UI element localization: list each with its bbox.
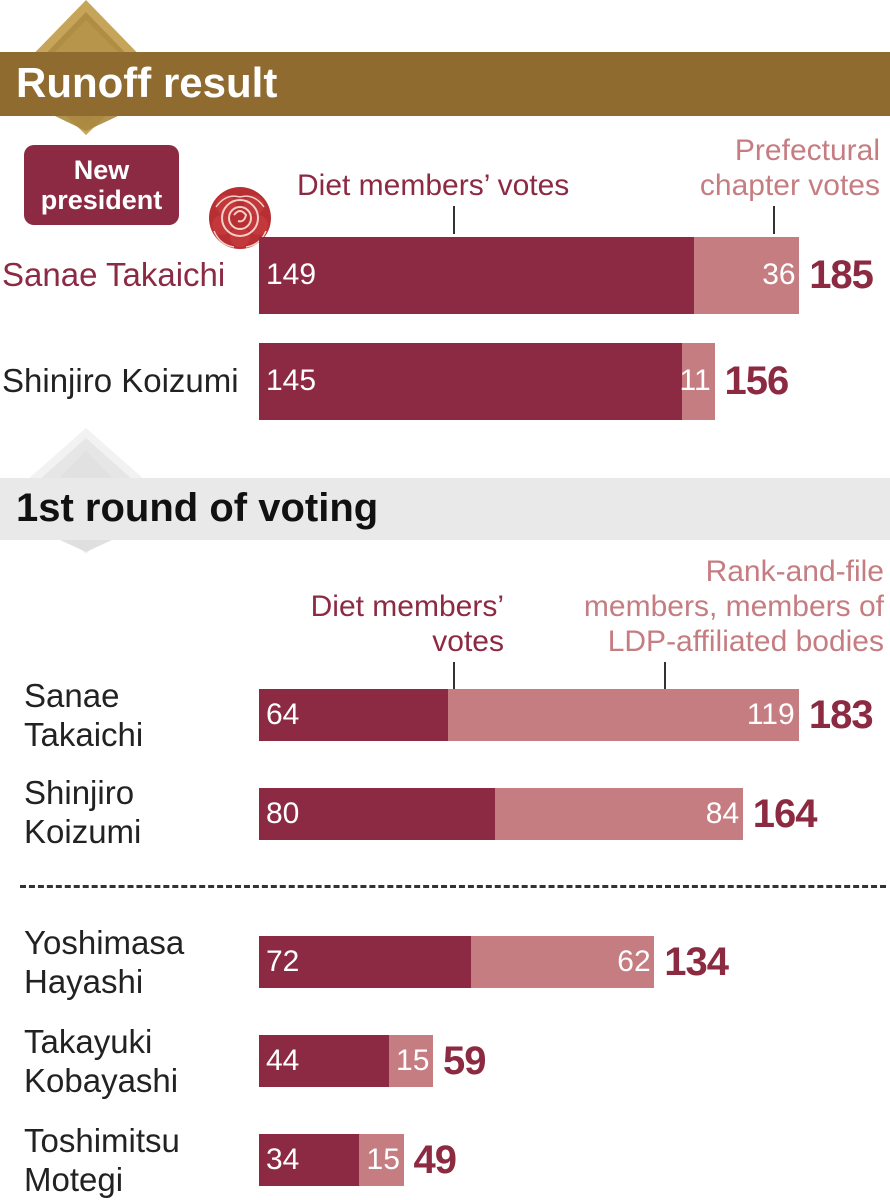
runoff-bar-pref-koizumi [682,343,715,420]
round1-legend-rank-line1: Rank-and-file [705,555,884,588]
round1-header-diamond-overlay [60,450,112,552]
runoff-legend-pref-line1: Prefectural [734,134,880,167]
runoff-title: Runoff result [16,59,278,106]
round1-candidate-kobayashi-line1: Takayuki [24,1023,153,1060]
round1-divider [20,885,886,888]
runoff-legend-diet: Diet members’ votes [297,169,570,202]
round1-value-diet-kobayashi: 44 [266,1044,300,1077]
round1-value-rank-koizumi: 84 [705,797,740,830]
runoff-legend-pref-tick [773,206,775,234]
round1-candidate-koizumi-line2: Koizumi [24,813,142,850]
round1-legend-rank-line3: LDP-affiliated bodies [607,625,884,658]
round1-legend-diet-line2: votes [432,625,504,658]
round1-candidate-motegi-line1: Toshimitsu [24,1122,180,1159]
runoff-header-band [0,52,890,116]
round1-bar-rank-takaichi [447,689,799,741]
round1-candidate-motegi-line2: Motegi [24,1161,124,1198]
runoff-candidate-koizumi: Shinjiro Koizumi [2,362,239,399]
round1-candidate-kobayashi-line2: Kobayashi [24,1062,179,1099]
round1-total-takaichi: 183 [808,693,874,737]
rose-icon [209,187,271,249]
round1-bar-diet-motegi [259,1134,360,1186]
round1-total-kobayashi: 59 [443,1039,486,1083]
round1-bar-rank-motegi [359,1134,404,1186]
round1-legend-rank-tick [664,662,666,690]
round1-value-rank-kobayashi: 15 [396,1044,430,1077]
round1-total-motegi: 49 [413,1138,457,1182]
round1-bar-diet-hayashi [259,936,472,988]
round1-value-diet-motegi: 34 [266,1143,300,1176]
runoff-value-pref-takaichi: 36 [762,258,796,291]
round1-bar-diet-koizumi [259,788,495,840]
round1-total-hayashi: 134 [664,940,729,984]
runoff-total-koizumi: 156 [724,359,790,403]
round1-candidate-koizumi-line1: Shinjiro [24,774,135,811]
round1-value-diet-koizumi: 80 [266,797,300,830]
round1-title: 1st round of voting [16,486,379,530]
round1-bar-diet-takaichi [259,689,448,741]
round1-bar-rank-koizumi [495,788,743,840]
round1-total-koizumi: 164 [752,792,818,836]
round1-bar-rank-kobayashi [388,1035,434,1087]
round1-candidate-hayashi-line1: Yoshimasa [24,924,185,961]
runoff-value-diet-koizumi: 145 [266,364,317,397]
round1-legend-diet-tick [453,662,455,690]
round1-candidate-takaichi-line1: Sanae [24,677,120,714]
round1-value-rank-hayashi: 62 [617,945,651,978]
badge-line2: president [40,185,163,215]
runoff-bar-diet-takaichi [259,237,695,314]
runoff-bar-diet-koizumi [259,343,683,420]
runoff-legend-pref-line2: chapter votes [699,169,880,202]
round1-value-rank-takaichi: 119 [746,698,795,731]
round1-header-band [0,478,890,540]
runoff-candidate-takaichi: Sanae Takaichi [2,256,226,293]
round1-candidate-hayashi-line2: Hayashi [24,963,144,1000]
round1-bar-rank-hayashi [471,936,655,988]
round1-legend-diet-line1: Diet members’ [310,590,504,623]
round1-legend-rank-line2: members, members of [583,590,884,623]
round1-bar-diet-kobayashi [259,1035,389,1087]
runoff-legend-diet-tick [453,206,455,234]
new-president-badge: New president [24,145,179,225]
badge-line1: New [73,155,130,185]
round1-value-diet-hayashi: 72 [266,945,300,978]
round1-value-rank-motegi: 15 [366,1143,400,1176]
runoff-bar-pref-takaichi [694,237,800,314]
runoff-value-diet-takaichi: 149 [266,258,317,291]
runoff-header-diamond-overlay [55,20,118,131]
round1-candidate-takaichi-line2: Takaichi [24,716,144,753]
runoff-value-pref-koizumi: 11 [679,364,711,397]
runoff-total-takaichi: 185 [809,253,874,297]
round1-value-diet-takaichi: 64 [266,698,300,731]
